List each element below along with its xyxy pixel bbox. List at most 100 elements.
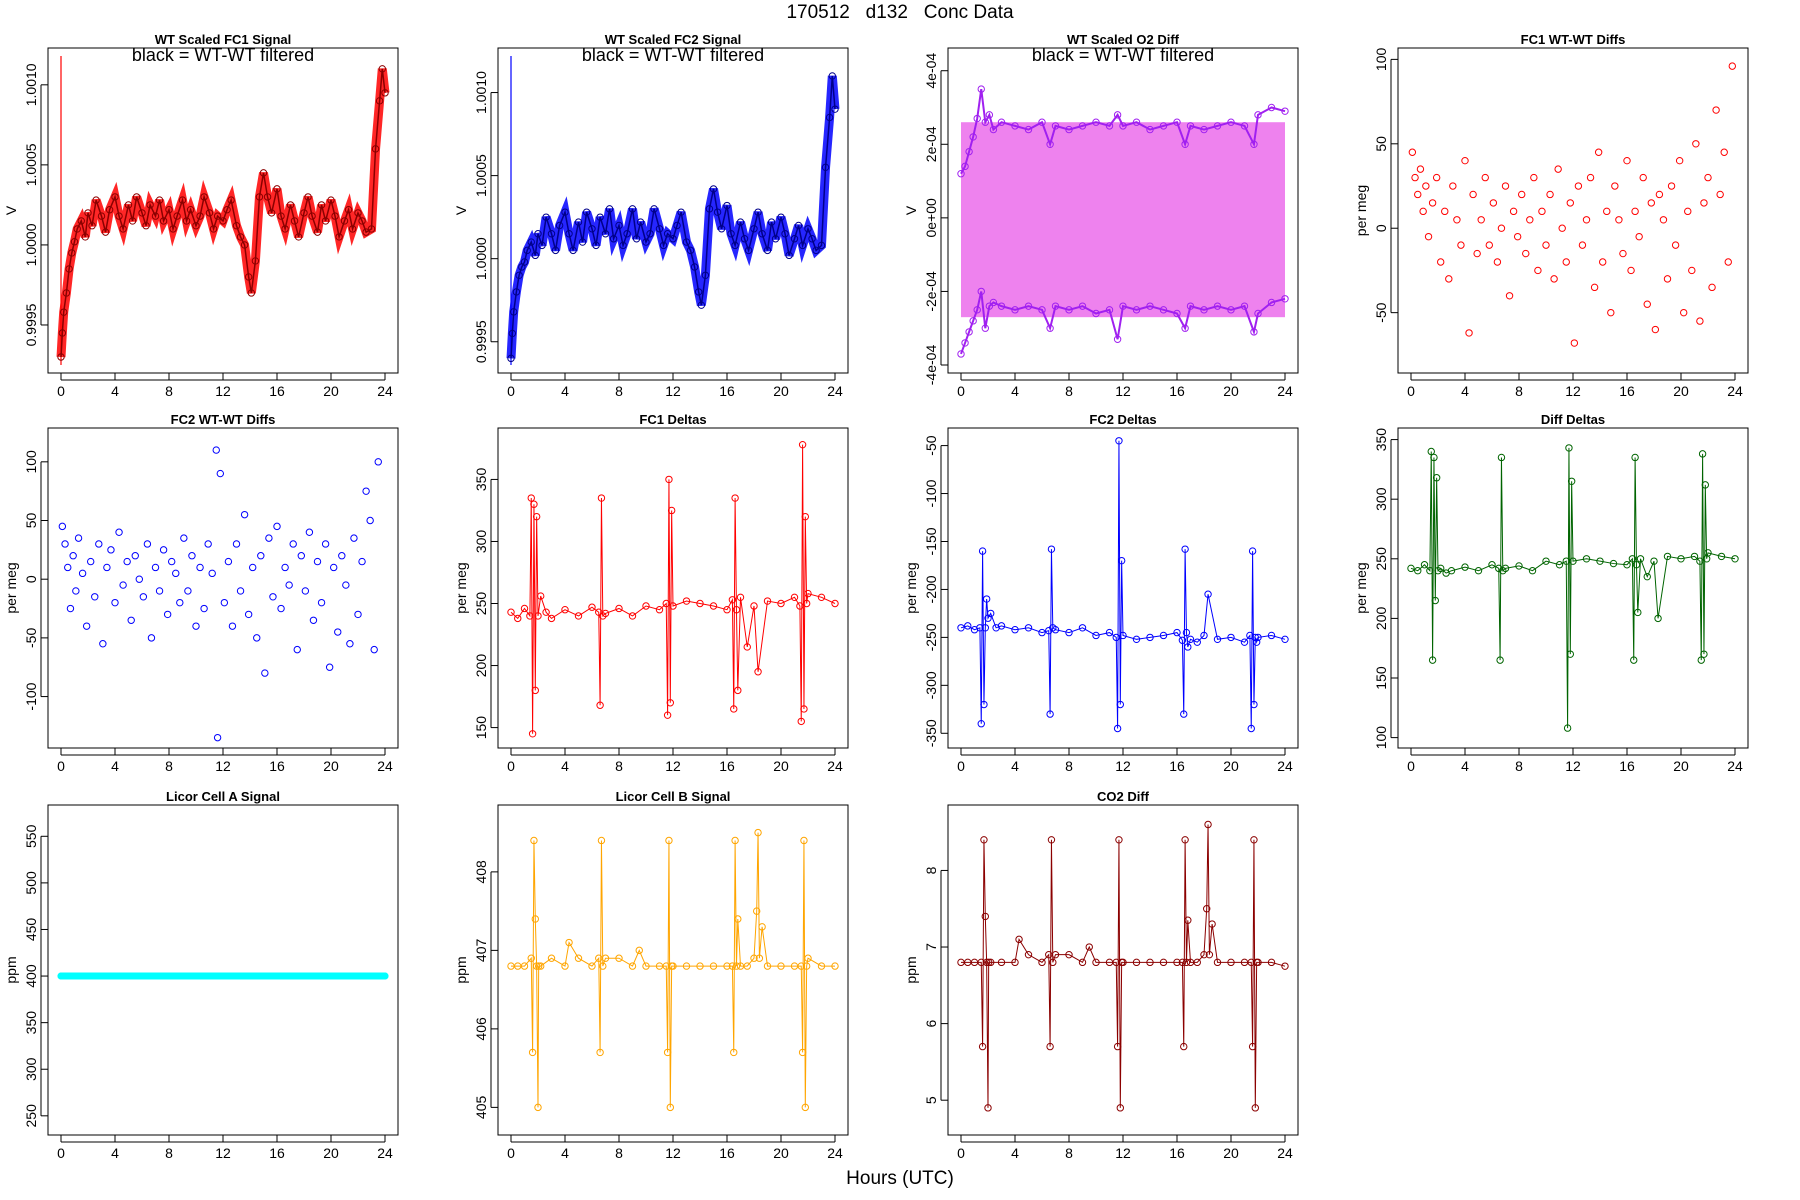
x-tick-label: 4	[561, 1145, 569, 1161]
data-series-point	[534, 1103, 542, 1112]
filtered-series-point	[731, 241, 739, 250]
x-tick-label: 12	[215, 383, 231, 399]
x-tick-label: 12	[1115, 383, 1131, 399]
upper-series-point	[1159, 122, 1168, 130]
data-series-point	[1414, 190, 1422, 199]
filtered-series-point	[169, 225, 177, 233]
data-series-point	[984, 1104, 992, 1112]
data-series-point	[1254, 958, 1262, 967]
y-tick-label: 1.0000	[473, 237, 489, 280]
data-series-point	[1558, 224, 1566, 232]
upper-series-point	[1105, 122, 1114, 130]
data-series-point	[111, 598, 119, 607]
data-series-point	[682, 962, 691, 970]
data-series-point	[1704, 549, 1712, 557]
data-series-point	[1024, 624, 1033, 632]
data-series-point	[964, 622, 972, 630]
data-series-point	[1704, 173, 1712, 182]
data-series-point	[1565, 444, 1573, 452]
x-tick-label: 0	[957, 1145, 965, 1161]
plot-frame	[1397, 47, 1749, 374]
x-tick-label: 20	[773, 758, 789, 774]
data-series-point	[1675, 156, 1684, 165]
data-series-point	[804, 589, 812, 598]
panel-title: CO2 Diff	[1097, 789, 1150, 804]
data-series-point	[1569, 557, 1577, 565]
data-series-point	[527, 494, 535, 502]
y-tick-label: 300	[23, 1057, 39, 1081]
y-tick-label: -50	[923, 435, 939, 455]
data-series-point	[987, 609, 995, 618]
y-tick-label: 1.0010	[473, 71, 489, 114]
data-series-point	[696, 599, 704, 608]
x-tick-label: 16	[719, 758, 735, 774]
data-series-point	[696, 962, 704, 970]
data-series-point	[253, 634, 261, 642]
data-series-point	[1563, 724, 1572, 732]
data-series-point	[1680, 308, 1688, 317]
data-series-point	[1688, 266, 1696, 275]
x-tick-label: 20	[1223, 383, 1239, 399]
filtered-series-point	[717, 225, 726, 233]
data-series-point	[1426, 567, 1434, 575]
x-tick-label: 8	[165, 383, 173, 399]
filtered-series-point	[588, 225, 596, 233]
data-series-point	[1411, 173, 1419, 182]
filtered-series-point	[686, 246, 695, 255]
filtered-series-point	[520, 258, 529, 266]
data-series-point	[1092, 958, 1100, 967]
filtered-series-point	[705, 205, 714, 213]
data-series-point	[1505, 292, 1514, 300]
data-series-point	[281, 563, 289, 572]
filtered-series-point	[701, 271, 710, 279]
x-tick-label: 12	[215, 1145, 231, 1161]
panel-title: FC2 Deltas	[1089, 412, 1156, 427]
filtered-series-point	[273, 185, 281, 193]
y-tick-label: 0.9995	[23, 303, 39, 346]
filtered-series-point	[690, 263, 699, 271]
filtered-series-point	[119, 225, 127, 233]
panel-title: WT Scaled FC2 Signal	[605, 32, 742, 47]
data-series-point	[338, 552, 346, 560]
lower-series-point	[1024, 302, 1033, 310]
y-tick-label: -200	[923, 575, 939, 603]
filtered-series-point	[510, 308, 518, 316]
data-series-point	[1696, 317, 1704, 325]
panel-diff-deltas: Diff Deltas 0 4 8 12 16 20 24 100 150 200 250 300 350…	[1353, 412, 1749, 774]
data-series-point	[977, 958, 985, 967]
filtered-series-point	[744, 246, 753, 255]
data-series-point	[366, 516, 374, 525]
data-series-point	[667, 506, 676, 515]
upper-series-point	[989, 125, 998, 134]
data-series-point	[980, 836, 988, 844]
data-series-point	[1623, 561, 1631, 569]
data-series-point	[526, 612, 534, 620]
data-series-point	[1146, 633, 1154, 642]
data-series-point	[1623, 156, 1631, 165]
data-series-point	[800, 705, 808, 713]
y-tick-label: 50	[23, 513, 39, 529]
x-tick-label: 4	[1011, 383, 1019, 399]
filtered-series-point	[754, 208, 762, 216]
data-series-point	[1647, 199, 1656, 207]
x-tick-label: 12	[215, 758, 231, 774]
data-series-point	[531, 915, 539, 923]
data-series-point	[1049, 958, 1057, 967]
filtered-series-point	[362, 228, 370, 236]
x-tick-label: 20	[1223, 758, 1239, 774]
data-series-point	[1636, 555, 1645, 563]
data-series-point	[168, 557, 176, 566]
filtered-series-point	[313, 228, 322, 236]
data-series-point	[628, 962, 637, 970]
data-series-point	[547, 954, 556, 962]
data-series-point	[1184, 643, 1192, 651]
upper-series-point	[1267, 103, 1276, 112]
data-series-point	[1643, 572, 1651, 581]
panel-co2-diff: CO2 Diff 0 4 8 12 16 20 24 5 6 7 8 ppm	[903, 789, 1299, 1161]
data-series-point	[1051, 950, 1060, 959]
lower-series-point	[1200, 306, 1208, 314]
lower-series-point	[1267, 298, 1276, 307]
lower-series-point	[1186, 302, 1195, 310]
data-series-point	[1065, 950, 1073, 959]
upper-series-point	[1281, 107, 1289, 115]
